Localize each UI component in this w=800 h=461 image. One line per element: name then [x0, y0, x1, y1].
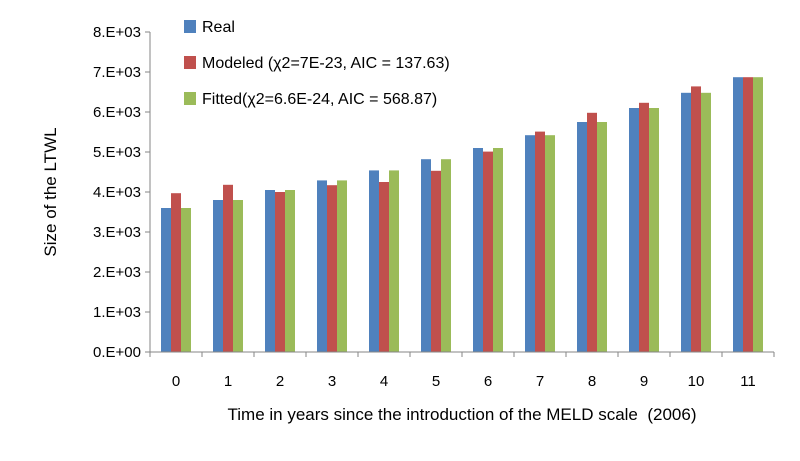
- bar-1-7: [525, 135, 535, 352]
- bar-2-3: [327, 185, 337, 352]
- bar-2-11: [743, 77, 753, 352]
- bar-2-6: [483, 152, 493, 352]
- y-tick-label: 7.E+03: [93, 64, 141, 81]
- x-tick-label: 2: [276, 373, 284, 390]
- bar-2-10: [691, 86, 701, 352]
- y-tick-label: 3.E+03: [93, 224, 141, 241]
- y-tick-label: 1.E+03: [93, 304, 141, 321]
- legend-swatch: [184, 92, 196, 105]
- bar-1-2: [265, 190, 275, 352]
- y-tick-label: 4.E+03: [93, 184, 141, 201]
- bar-2-7: [535, 132, 545, 352]
- bar-2-5: [431, 171, 441, 352]
- bar-2-2: [275, 192, 285, 352]
- bar-3-10: [701, 93, 711, 352]
- bar-1-4: [369, 170, 379, 352]
- bar-3-9: [649, 108, 659, 352]
- bar-1-1: [213, 200, 223, 352]
- legend-label: Modeled (χ2=7E-23, AIC = 137.63): [202, 55, 450, 72]
- x-tick-label: 3: [328, 373, 336, 390]
- bar-3-7: [545, 135, 555, 352]
- bar-1-5: [421, 159, 431, 352]
- y-ticks-group: 0.E+00 1.E+03 2.E+03 3.E+03 4.E+03 5.E+03 6.E+…: [93, 24, 150, 361]
- bar-1-3: [317, 180, 327, 352]
- bar-1-6: [473, 148, 483, 352]
- bar-2-4: [379, 182, 389, 352]
- y-tick-label: 0.E+00: [93, 344, 141, 361]
- x-tick-label: 7: [536, 373, 544, 390]
- bar-2-9: [639, 103, 649, 352]
- x-tick-label: 11: [740, 373, 756, 390]
- y-tick-label: 8.E+03: [93, 24, 141, 41]
- bar-3-2: [285, 190, 295, 352]
- x-tick-label: 6: [484, 373, 492, 390]
- y-tick-label: 6.E+03: [93, 104, 141, 121]
- bar-2-8: [587, 113, 597, 352]
- bar-2-0: [171, 193, 181, 352]
- legend: Real Modeled (χ2=7E-23, AIC = 137.63) Fitt…: [184, 19, 450, 108]
- legend-label: Fitted(χ2=6.6E-24, AIC = 568.87): [202, 91, 437, 108]
- x-tick-label: 4: [380, 373, 388, 390]
- bar-3-4: [389, 170, 399, 352]
- bar-1-11: [733, 77, 743, 352]
- bar-chart: 0.E+00 1.E+03 2.E+03 3.E+03 4.E+03 5.E+03 6.E+…: [0, 0, 800, 461]
- bars-group: [161, 77, 763, 352]
- bar-3-11: [753, 77, 763, 352]
- x-tick-label: 10: [688, 373, 705, 390]
- x-tick-label: 1: [224, 373, 232, 390]
- x-tick-label: 0: [172, 373, 180, 390]
- bar-3-1: [233, 200, 243, 352]
- bar-1-10: [681, 93, 691, 352]
- bar-3-5: [441, 159, 451, 352]
- bar-3-0: [181, 208, 191, 352]
- bar-1-9: [629, 108, 639, 352]
- x-tick-label: 5: [432, 373, 440, 390]
- legend-swatch: [184, 56, 196, 69]
- bar-3-8: [597, 122, 607, 352]
- y-tick-label: 2.E+03: [93, 264, 141, 281]
- legend-label: Real: [202, 19, 235, 36]
- x-ticks-group: 0 1 2 3 4 5 6 7 8 9 10 11: [150, 352, 774, 390]
- x-axis-title: Time in years since the introduction of …: [228, 405, 697, 424]
- legend-swatch: [184, 20, 196, 33]
- bar-2-1: [223, 185, 233, 352]
- bar-3-6: [493, 148, 503, 352]
- y-axis-title: Size of the LTWL: [41, 127, 60, 256]
- x-tick-label: 9: [640, 373, 648, 390]
- bar-3-3: [337, 180, 347, 352]
- bar-1-8: [577, 122, 587, 352]
- bar-1-0: [161, 208, 171, 352]
- y-tick-label: 5.E+03: [93, 144, 141, 161]
- x-tick-label: 8: [588, 373, 596, 390]
